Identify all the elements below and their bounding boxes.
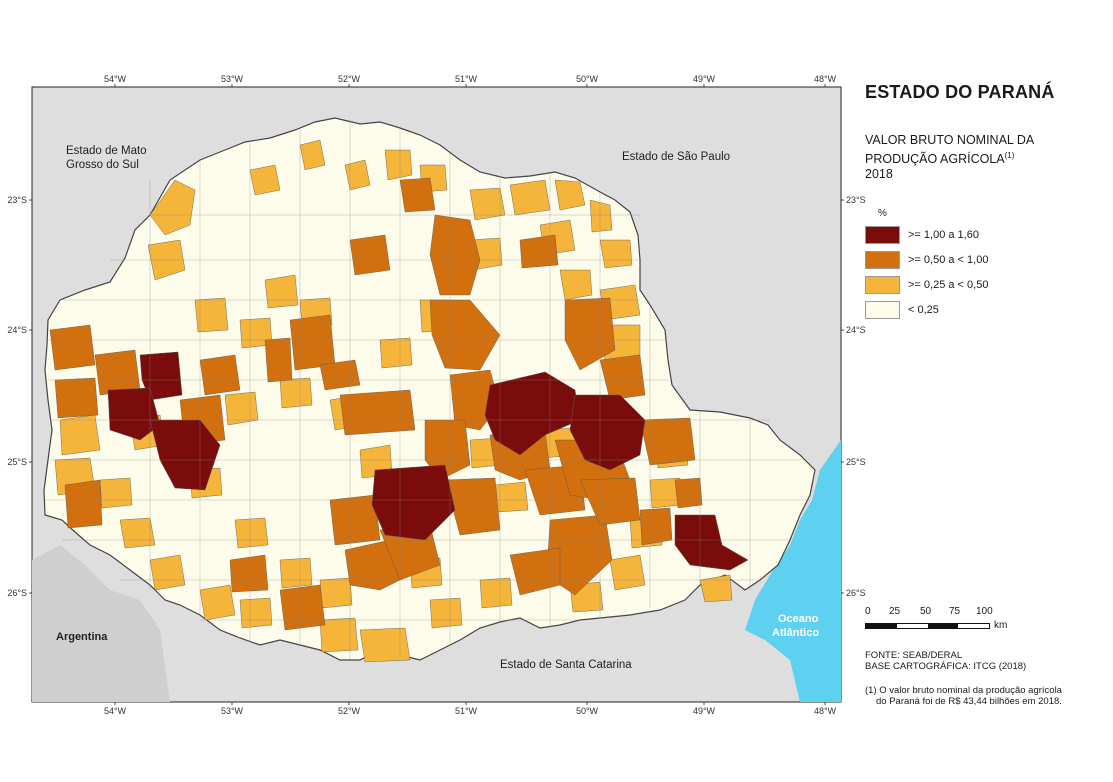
lon-label: 52°W	[338, 74, 361, 84]
footnote-marker: (1)	[1004, 151, 1015, 160]
scale-tick: 75	[949, 606, 961, 617]
legend-swatch	[865, 225, 900, 244]
subtitle-year: 2018	[865, 167, 893, 182]
label-sc: Estado de Santa Catarina	[500, 659, 632, 671]
legend-swatch	[865, 275, 900, 294]
label-ms-line2: Grosso do Sul	[66, 159, 139, 171]
scale-bar-graphic	[865, 622, 990, 629]
legend-item: >= 0,50 a < 1,00	[865, 250, 988, 269]
lat-label: 26°S	[846, 588, 866, 598]
label-argentina: Argentina	[56, 631, 108, 643]
footnote: (1) O valor bruto nominal da produção ag…	[865, 685, 1085, 707]
legend-item: >= 0,25 a < 0,50	[865, 275, 988, 294]
argentina-area	[32, 545, 170, 702]
lon-label: 53°W	[221, 706, 244, 716]
legend-label: < 0,25	[908, 303, 939, 316]
lon-label: 51°W	[455, 74, 478, 84]
scale-numbers: 0 25 50 75 100	[865, 606, 1025, 618]
scale-tick: 100	[976, 606, 993, 617]
map-subtitle: VALOR BRUTO NOMINAL DA PRODUÇÃO AGRÍCOLA…	[865, 133, 1105, 182]
lat-label: 23°S	[846, 195, 866, 205]
label-ms-line1: Estado de Mato	[66, 145, 147, 157]
lon-label: 49°W	[693, 74, 716, 84]
scale-tick: 50	[920, 606, 932, 617]
legend-label: >= 0,25 a < 0,50	[908, 278, 989, 291]
source-line2: BASE CARTOGRÁFICA: ITCG (2018)	[865, 661, 1027, 672]
footnote-line1: (1) O valor bruto nominal da produção ag…	[865, 685, 1062, 696]
longitude-labels-top: 54°W 53°W 52°W 51°W 50°W 49°W 48°W	[104, 74, 837, 84]
legend: % >= 1,00 a 1,60 >= 0,50 a < 1,00 >= 0,2…	[865, 208, 988, 325]
label-ocean-line2: Atlântico	[772, 627, 819, 639]
subtitle-line2: PRODUÇÃO AGRÍCOLA	[865, 152, 1005, 167]
lon-label: 50°W	[576, 74, 599, 84]
latitude-labels-left: 23°S 24°S 25°S 26°S	[7, 195, 27, 598]
legend-item: >= 1,00 a 1,60	[865, 225, 988, 244]
legend-item: < 0,25	[865, 300, 988, 319]
lat-label: 24°S	[846, 325, 866, 335]
source-text: FONTE: SEAB/DERAL BASE CARTOGRÁFICA: ITC…	[865, 650, 1026, 672]
legend-swatch	[865, 250, 900, 269]
ocean-area	[745, 440, 841, 702]
graticule-ticks	[29, 84, 844, 705]
label-ocean-line1: Oceano	[778, 613, 819, 625]
subtitle-line1: VALOR BRUTO NOMINAL DA	[865, 133, 1035, 147]
lon-label: 52°W	[338, 706, 361, 716]
scale-tick: 0	[865, 606, 871, 617]
scale-bar-row: km	[865, 620, 1025, 631]
legend-swatch	[865, 300, 900, 319]
footnote-line2: do Paraná foi de R$ 43,44 bilhões em 201…	[876, 696, 1062, 707]
legend-unit: %	[878, 208, 887, 219]
map-title: ESTADO DO PARANÁ	[865, 82, 1055, 102]
latitude-labels-right: 23°S 24°S 25°S 26°S	[846, 195, 866, 598]
lon-label: 48°W	[814, 706, 837, 716]
lon-label: 51°W	[455, 706, 478, 716]
longitude-labels-bottom: 54°W 53°W 52°W 51°W 50°W 49°W 48°W	[104, 706, 837, 716]
legend-label: >= 1,00 a 1,60	[908, 228, 979, 241]
lat-label: 25°S	[7, 457, 27, 467]
lat-label: 24°S	[7, 325, 27, 335]
lon-label: 50°W	[576, 706, 599, 716]
label-sp: Estado de São Paulo	[622, 151, 730, 163]
side-panel: ESTADO DO PARANÁ VALOR BRUTO NOMINAL DA …	[865, 82, 1105, 707]
lon-label: 48°W	[814, 74, 837, 84]
scale-unit: km	[994, 620, 1008, 631]
lon-label: 54°W	[104, 74, 127, 84]
class-high	[107, 351, 749, 571]
scale-tick: 25	[889, 606, 901, 617]
lon-label: 53°W	[221, 74, 244, 84]
subtitle-line2-wrap: PRODUÇÃO AGRÍCOLA(1)	[865, 148, 1105, 167]
scale-bar: 0 25 50 75 100 km	[865, 606, 1025, 631]
class-mid-high	[49, 177, 703, 631]
lat-label: 25°S	[846, 457, 866, 467]
lon-label: 54°W	[104, 706, 127, 716]
source-line1: FONTE: SEAB/DERAL	[865, 650, 963, 661]
lat-label: 26°S	[7, 588, 27, 598]
legend-label: >= 0,50 a < 1,00	[908, 253, 989, 266]
lat-label: 23°S	[7, 195, 27, 205]
municipal-boundaries	[45, 120, 810, 660]
lon-label: 49°W	[693, 706, 716, 716]
